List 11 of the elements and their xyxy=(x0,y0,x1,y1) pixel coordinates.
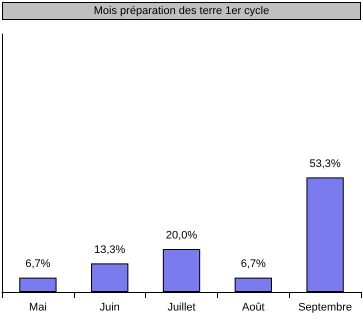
data-label: 6,7% xyxy=(25,258,51,270)
chart-title: Mois préparation des terre 1er cycle xyxy=(2,2,361,20)
x-tick-label: Août xyxy=(242,302,265,314)
data-label: 6,7% xyxy=(240,258,266,270)
x-tick-label: Septembre xyxy=(298,302,352,314)
data-label: 53,3% xyxy=(310,158,341,170)
x-tick-label: Juillet xyxy=(167,302,196,314)
data-label: 20,0% xyxy=(166,230,198,242)
x-tick-label: Juin xyxy=(100,302,120,314)
x-tick-label: Mai xyxy=(29,302,47,314)
data-label: 13,3% xyxy=(94,244,126,256)
